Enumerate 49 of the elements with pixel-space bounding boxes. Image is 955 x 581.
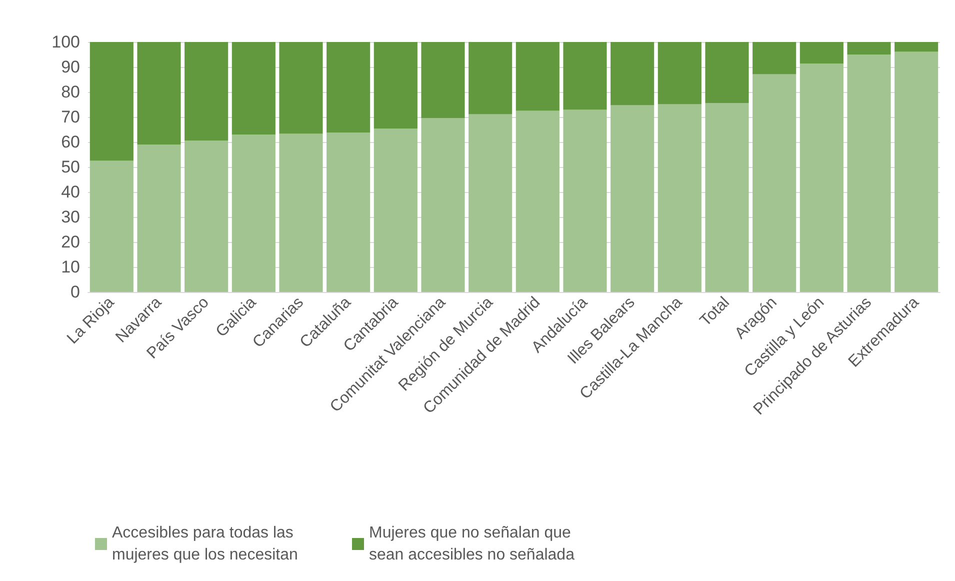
bar [279, 134, 323, 292]
y-tick-label: 40 [61, 182, 80, 202]
y-tick-label: 20 [61, 232, 80, 252]
bar [847, 54, 891, 292]
bar [658, 42, 702, 104]
legend-label: Mujeres que no señalan que sean accesibles no señalada [369, 524, 576, 564]
bar [610, 105, 654, 292]
y-tick-label: 80 [61, 82, 80, 102]
bar [705, 42, 749, 103]
bar [468, 42, 512, 114]
bar [232, 134, 276, 292]
bar [563, 42, 607, 110]
bar [894, 52, 938, 292]
bar [752, 42, 796, 74]
bar [90, 160, 134, 292]
bar [847, 42, 891, 54]
y-tick-label: 100 [52, 32, 80, 52]
bar [184, 42, 228, 140]
y-tick-label: 0 [70, 282, 80, 302]
bar [137, 144, 181, 292]
bar [516, 110, 560, 292]
bar [326, 42, 370, 132]
bar [800, 64, 844, 292]
bar [421, 42, 465, 118]
bar [705, 103, 749, 292]
bar [610, 42, 654, 106]
y-tick-label: 10 [61, 258, 80, 276]
y-tick-label: 90 [61, 58, 80, 76]
bar [326, 132, 370, 292]
bar [516, 42, 560, 111]
bar [184, 140, 228, 292]
legend-label: Accesibles para todas las mujeres que los necesitan [112, 524, 298, 564]
bar [563, 110, 607, 292]
y-tick-label: 50 [61, 158, 80, 176]
y-tick-label: 70 [61, 108, 80, 126]
bar [468, 114, 512, 292]
bar [90, 42, 134, 161]
y-tick-label: 30 [61, 208, 80, 226]
bar [658, 104, 702, 292]
bar [421, 118, 465, 292]
bar [137, 42, 181, 144]
bar [232, 42, 276, 134]
bar [279, 42, 323, 134]
bar [894, 42, 938, 52]
y-tick-label: 60 [61, 132, 80, 152]
bar [752, 74, 796, 292]
bar [374, 128, 418, 292]
bar [374, 42, 418, 128]
bar [800, 42, 844, 64]
